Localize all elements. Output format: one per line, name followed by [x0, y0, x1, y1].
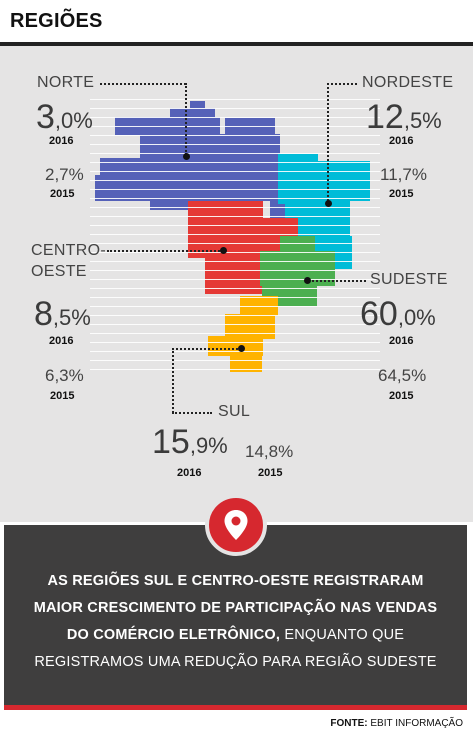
sul-value-2015: 14,8% [245, 442, 294, 461]
summary-line-3-bold: DO COMÉRCIO ELETRÔNICO, [66, 627, 281, 643]
summary-line-1: AS REGIÕES SUL E CENTRO-OESTE REGISTRARA… [47, 573, 424, 589]
centro-oeste-year-2016: 2016 [49, 335, 74, 347]
sul-connector [172, 348, 242, 350]
sudeste-value-2016: 60,0% [360, 295, 436, 333]
norte-value-2016: 3,0% [36, 98, 93, 136]
sul-marker [238, 345, 245, 352]
norte-connector [100, 83, 186, 85]
nordeste-year-2016: 2016 [389, 135, 414, 147]
nordeste-value-2015: 11,7% [380, 165, 427, 184]
sudeste-connector [308, 280, 366, 282]
source-label: FONTE: [330, 718, 368, 729]
nordeste-marker [325, 200, 332, 207]
source-value: EBIT INFORMAÇÃO [367, 718, 463, 729]
sul-year-2016: 2016 [177, 467, 202, 479]
summary-line-3-rest: ENQUANTO QUE [280, 627, 405, 643]
summary-line-2: MAIOR CRESCIMENTO DE PARTICIPAÇÃO NAS VE… [33, 600, 438, 616]
sudeste-label: SUDESTE [370, 271, 448, 288]
summary-line-4: REGISTRAMOS UMA REDUÇÃO PARA REGIÃO SUDE… [34, 654, 437, 670]
sul-connector-vertical [172, 348, 174, 413]
centro-oeste-label: CENTRO- OESTE [31, 240, 106, 282]
nordeste-year-2015: 2015 [389, 188, 414, 200]
centro-oeste-value-2016: 8,5% [34, 295, 91, 333]
sudeste-value-2015: 64,5% [378, 366, 427, 385]
sul-value-2016: 15,9% [152, 423, 228, 461]
summary-text: AS REGIÕES SUL E CENTRO-OESTE REGISTRARA… [10, 568, 461, 676]
centro-oeste-year-2015: 2015 [50, 390, 75, 402]
norte-marker [183, 153, 190, 160]
brazil-map [90, 96, 380, 376]
centro-oeste-marker [220, 247, 227, 254]
centro-oeste-value-2015: 6,3% [45, 366, 84, 385]
norte-year-2015: 2015 [50, 188, 75, 200]
nordeste-label: NORDESTE [362, 74, 454, 91]
centro-oeste-connector [107, 250, 223, 252]
norte-connector-vertical [185, 83, 187, 155]
page-title: REGIÕES [10, 10, 103, 32]
centro-oeste-label-line1: CENTRO- [31, 242, 106, 259]
nordeste-connector [327, 83, 357, 85]
map-pin-icon [205, 494, 267, 556]
centro-oeste-label-line2: OESTE [31, 263, 87, 280]
sul-year-2015: 2015 [258, 467, 283, 479]
summary-box-bottom-rule [4, 705, 467, 710]
norte-label: NORTE [37, 74, 95, 91]
norte-value-2015: 2,7% [45, 165, 84, 184]
sudeste-marker [304, 277, 311, 284]
source-note: FONTE: EBIT INFORMAÇÃO [330, 718, 463, 729]
nordeste-connector-vertical [327, 83, 329, 201]
sudeste-year-2015: 2015 [389, 390, 414, 402]
sudeste-year-2016: 2016 [389, 335, 414, 347]
sul-connector-bottom [172, 412, 212, 414]
sul-label: SUL [218, 403, 251, 420]
norte-year-2016: 2016 [49, 135, 74, 147]
nordeste-value-2016: 12,5% [366, 98, 442, 136]
header-divider [0, 42, 473, 46]
